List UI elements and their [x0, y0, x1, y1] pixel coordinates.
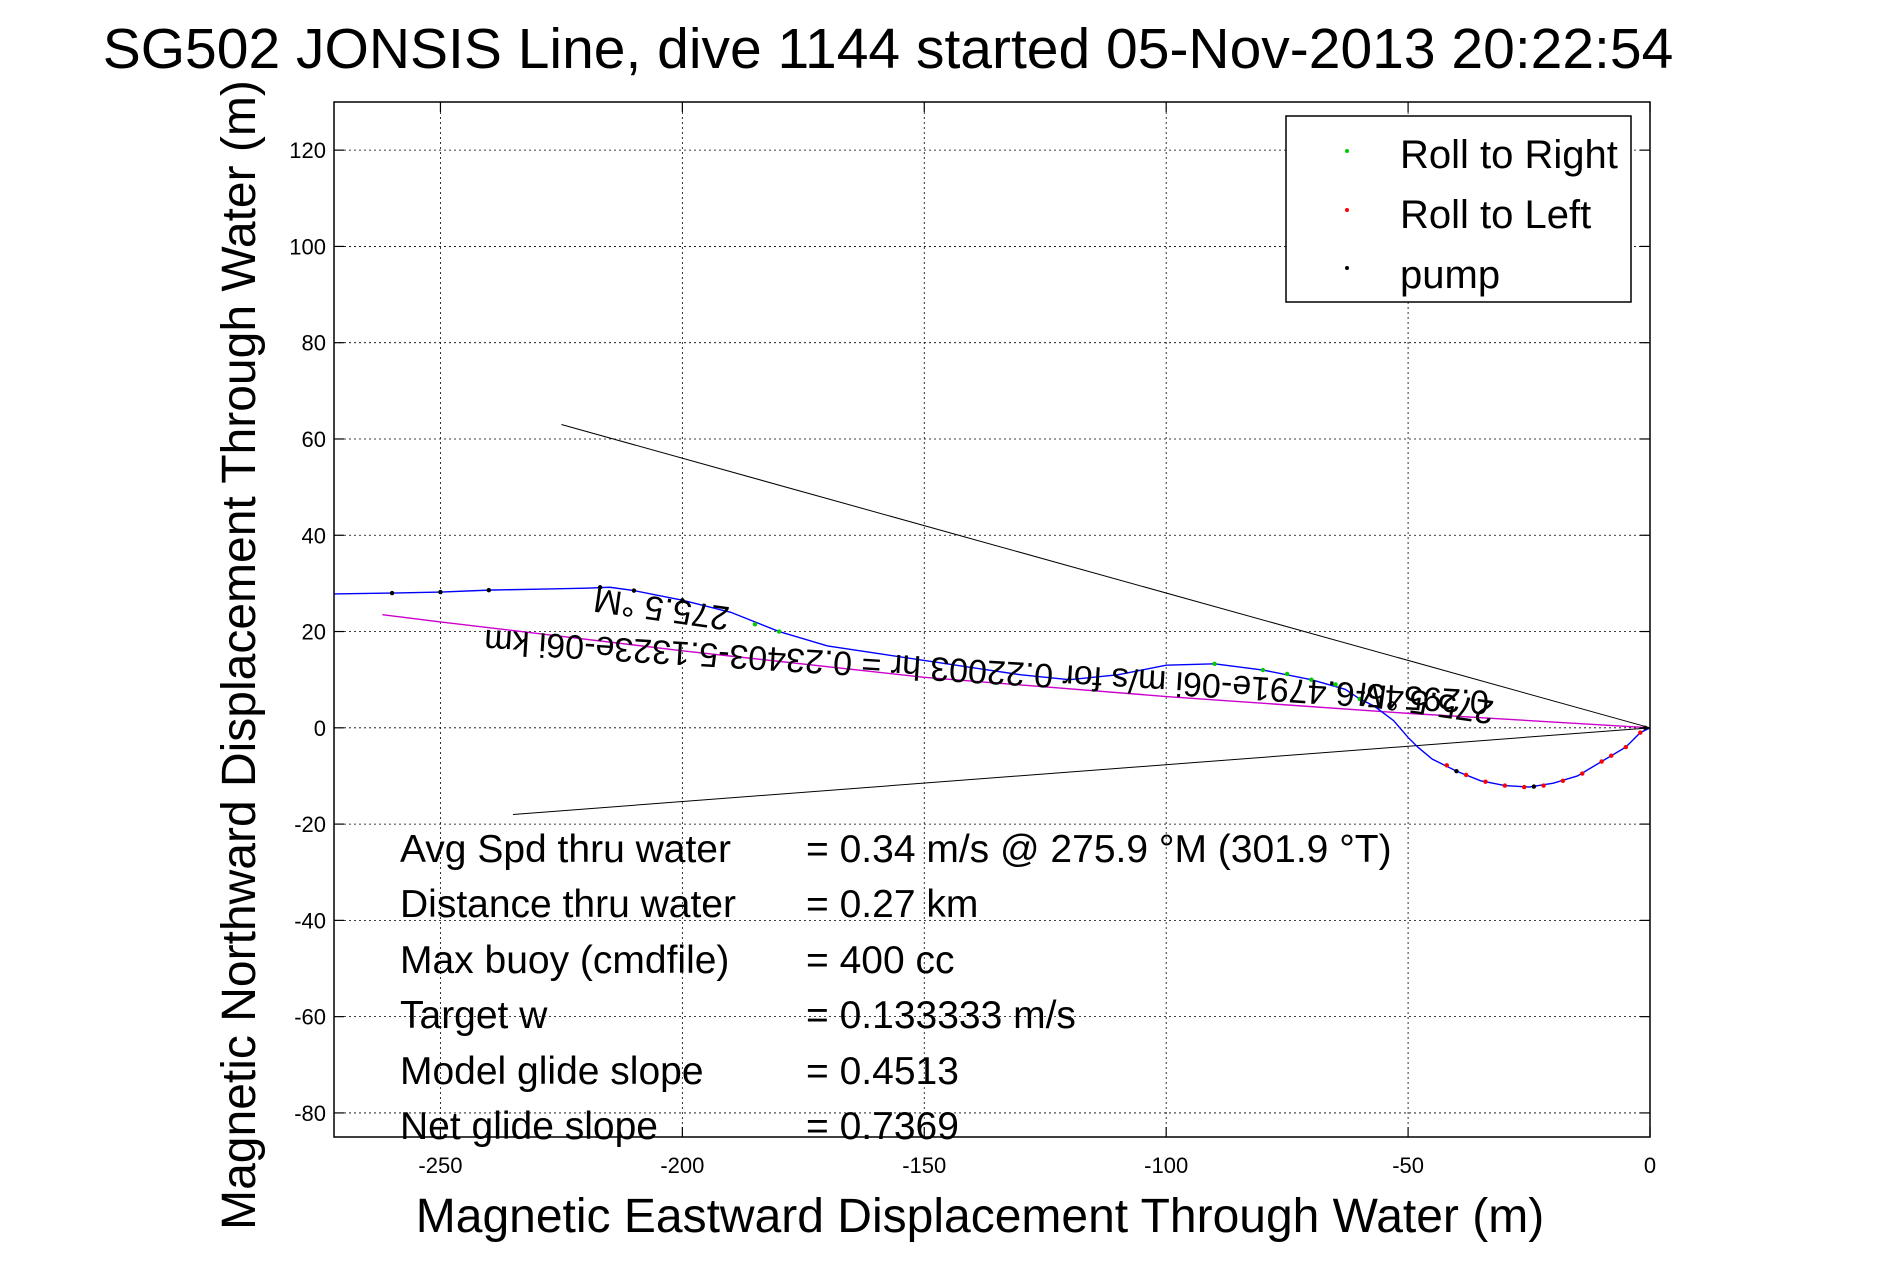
roll-right-point: [1260, 667, 1266, 673]
y-tick-label: 0: [314, 716, 326, 741]
roll-right-point: [1333, 682, 1338, 687]
y-tick-label: -40: [294, 908, 326, 933]
x-axis-label: Magnetic Eastward Displacement Through W…: [416, 1190, 1544, 1243]
stat-value: = 0.4513: [806, 1050, 959, 1093]
roll-left-point: [1483, 779, 1488, 784]
roll-left-point: [1463, 772, 1469, 778]
roll-right-point: [1212, 661, 1217, 666]
legend-entry-pump: pump: [1400, 253, 1500, 297]
roll-left-point: [1580, 771, 1585, 776]
y-tick-label: -60: [294, 1005, 326, 1030]
roll-left-point: [1502, 783, 1508, 788]
stat-label: Distance thru water: [400, 883, 736, 926]
roll-left-point: [1541, 783, 1546, 788]
stat-label: Max buoy (cmdfile): [400, 939, 729, 982]
axis-ticks: -250 -200 -150 -100 -50 0-80-60-40-2002040608…: [289, 102, 1656, 1178]
axes-frame: [333, 101, 1651, 1138]
x-tick-label: -100: [1144, 1153, 1188, 1178]
heading-line: [382, 613, 1651, 729]
legend-entry-roll-right: Roll to Right: [1400, 133, 1618, 177]
roll-right-point: [1309, 677, 1314, 682]
pump-point: [438, 589, 443, 595]
pump-point: [486, 587, 492, 593]
roll-left-point: [1444, 763, 1449, 768]
y-axis-label: Magnetic Northward Displacement Through …: [213, 80, 266, 1230]
pump-point: [680, 598, 685, 603]
stat-value: = 400 cc: [806, 939, 955, 982]
pump-point: [389, 590, 395, 596]
chart-title: SG502 JONSIS Line, dive 1144 started 05-…: [103, 17, 1674, 81]
cone-line-upper: [561, 424, 1651, 729]
pump-point: [597, 585, 603, 590]
y-tick-label: -20: [294, 812, 326, 837]
roll-left-point: [1522, 784, 1527, 790]
roll-right-point: [1284, 671, 1290, 677]
pump-point: [1531, 784, 1537, 789]
stat-label: Target w: [400, 994, 548, 1037]
legend-swatch-roll-right: [1345, 149, 1349, 153]
y-tick-label: 120: [289, 138, 326, 163]
x-tick-label: -150: [902, 1153, 946, 1178]
x-tick-label: -50: [1392, 1153, 1424, 1178]
pump-point: [631, 588, 637, 593]
stat-value: = 0.7369: [806, 1105, 959, 1148]
stat-label: Avg Spd thru water: [400, 828, 731, 871]
pump-point: [1454, 768, 1459, 774]
legend-box: [1285, 115, 1632, 303]
roll-left-point: [1560, 778, 1566, 783]
stat-label: Model glide slope: [400, 1050, 704, 1093]
stat-value: = 0.34 m/s @ 275.9 °M (301.9 °T): [806, 828, 1392, 871]
roll-right-point: [752, 622, 758, 627]
dive-statistics: Avg Spd thru water = 0.34 m/s @ 275.9 °M…: [400, 828, 1392, 1148]
roll-left-point: [1623, 744, 1629, 750]
x-tick-label: -250: [418, 1153, 462, 1178]
stat-label: Net glide slope: [400, 1105, 658, 1148]
roll-right-point: [1357, 696, 1362, 702]
legend: Roll to Right Roll to Left pump: [1285, 115, 1632, 303]
y-tick-label: 100: [289, 234, 326, 259]
roll-left-point: [1638, 730, 1643, 735]
y-tick-label: 40: [302, 523, 326, 548]
legend-swatch-roll-left: [1345, 208, 1349, 212]
legend-entry-roll-left: Roll to Left: [1400, 193, 1591, 237]
x-tick-label: -200: [660, 1153, 704, 1178]
roll-left-point: [1609, 753, 1614, 758]
y-tick-label: 20: [302, 620, 326, 645]
roll-right-point: [776, 629, 782, 634]
x-tick-label: 0: [1644, 1153, 1656, 1178]
stat-value: = 0.133333 m/s: [806, 994, 1076, 1037]
y-tick-label: 60: [302, 427, 326, 452]
stat-value: = 0.27 km: [806, 883, 978, 926]
plot-traces: [333, 424, 1651, 815]
roll-left-point: [1599, 759, 1604, 764]
legend-swatch-pump: [1345, 266, 1349, 270]
cone-line-lower: [512, 727, 1651, 815]
y-tick-label: -80: [294, 1101, 326, 1126]
y-tick-label: 80: [302, 331, 326, 356]
